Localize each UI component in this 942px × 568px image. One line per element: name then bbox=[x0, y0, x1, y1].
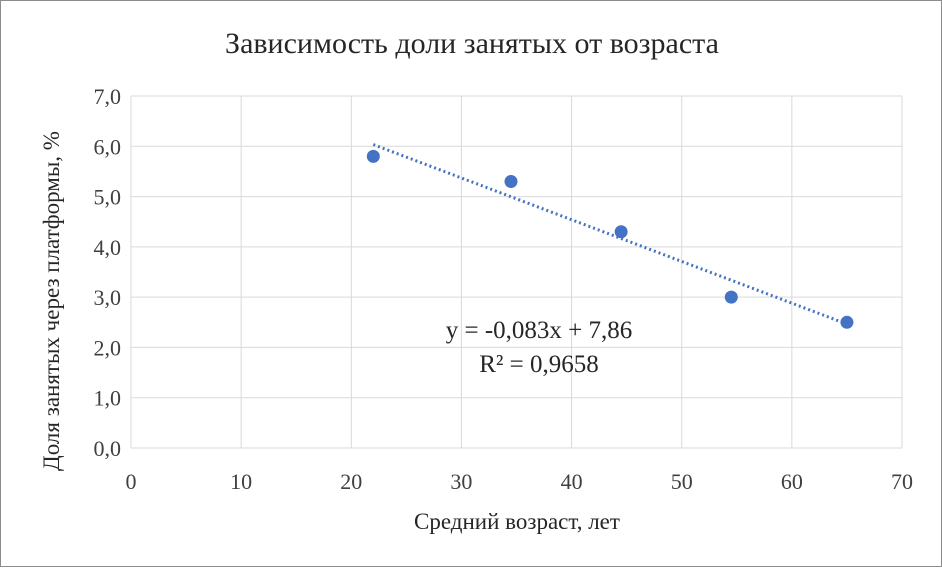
y-tick-label: 6,0 bbox=[94, 134, 122, 159]
chart-title: Зависимость доли занятых от возраста bbox=[225, 27, 719, 60]
y-tick-label: 2,0 bbox=[94, 335, 122, 360]
y-tick-label: 7,0 bbox=[94, 84, 122, 109]
x-axis-label: Средний возраст, лет bbox=[414, 509, 620, 534]
grid-lines bbox=[130, 95, 903, 449]
y-tick-label: 5,0 bbox=[94, 185, 122, 210]
trend-r-squared: R² = 0,9658 bbox=[479, 351, 599, 378]
x-tick-label: 20 bbox=[340, 469, 362, 494]
y-tick-label: 1,0 bbox=[94, 386, 122, 411]
y-tick-label: 0,0 bbox=[94, 436, 122, 461]
data-points bbox=[366, 149, 854, 329]
y-tick-label: 4,0 bbox=[94, 235, 122, 260]
data-point bbox=[840, 315, 854, 329]
x-tick-label: 70 bbox=[891, 469, 913, 494]
x-tick-label: 40 bbox=[561, 469, 583, 494]
tick-labels: 0 10 20 30 40 50 60 70 0,0 1,0 2,0 3,0 4,0 5,0 6,0 7,0 bbox=[94, 84, 914, 494]
y-axis-label: Доля занятых через платформы, % bbox=[39, 131, 64, 471]
x-tick-label: 0 bbox=[126, 469, 137, 494]
x-tick-label: 30 bbox=[450, 469, 472, 494]
data-point bbox=[504, 174, 518, 188]
data-point bbox=[366, 149, 380, 163]
trend-equation: y = -0,083x + 7,86 bbox=[446, 317, 633, 344]
data-point bbox=[614, 225, 628, 239]
data-point bbox=[724, 290, 738, 304]
x-tick-label: 60 bbox=[781, 469, 803, 494]
y-tick-label: 3,0 bbox=[94, 285, 122, 310]
x-tick-label: 10 bbox=[230, 469, 252, 494]
x-tick-label: 50 bbox=[671, 469, 693, 494]
